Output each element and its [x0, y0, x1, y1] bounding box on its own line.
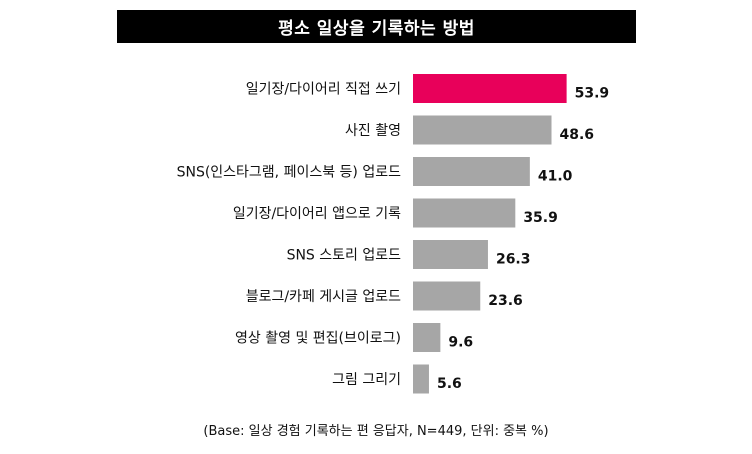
bar-2 — [413, 157, 530, 186]
chart-title: 평소 일상을 기록하는 방법 — [117, 10, 636, 43]
chart-title-text: 평소 일상을 기록하는 방법 — [278, 19, 475, 39]
value-label-0: 53.9 — [575, 86, 610, 102]
category-label-0: 일기장/다이어리 직접 쓰기 — [246, 82, 401, 98]
value-label-2: 41.0 — [538, 169, 573, 185]
bar-5 — [413, 281, 481, 311]
value-label-7: 5.6 — [437, 376, 462, 392]
category-label-3: 일기장/다이어리 앱으로 기록 — [233, 206, 401, 222]
category-label-5: 블로그/카페 게시글 업로드 — [246, 289, 401, 305]
bar-1 — [413, 115, 552, 145]
value-label-6: 9.6 — [448, 335, 473, 351]
value-label-3: 35.9 — [523, 210, 558, 226]
value-label-1: 48.6 — [560, 127, 595, 143]
bar-6 — [413, 323, 441, 352]
bar-3 — [413, 198, 516, 228]
category-label-6: 영상 촬영 및 편집(브이로그) — [235, 331, 401, 347]
footnote: (Base: 일상 경험 기록하는 편 응답자, N=449, 단위: 중복 %… — [203, 424, 549, 439]
category-label-4: SNS 스토리 업로드 — [287, 248, 402, 264]
bar-0 — [413, 74, 567, 103]
value-label-4: 26.3 — [496, 252, 531, 268]
category-label-2: SNS(인스타그램, 페이스북 등) 업로드 — [177, 165, 402, 181]
category-label-1: 사진 촬영 — [345, 123, 401, 139]
bar-7 — [413, 364, 429, 394]
value-label-5: 23.6 — [488, 293, 523, 309]
category-label-7: 그림 그리기 — [332, 372, 401, 388]
bar-4 — [413, 240, 488, 269]
